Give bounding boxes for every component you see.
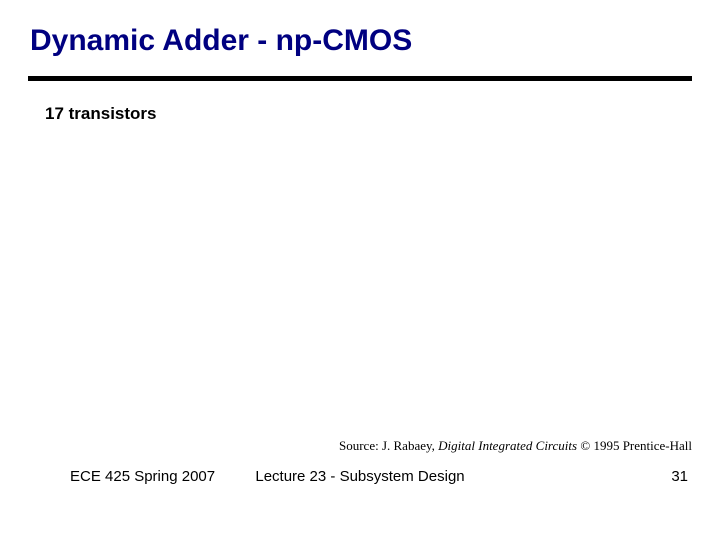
- footer: ECE 425 Spring 2007 Lecture 23 - Subsyst…: [0, 468, 720, 492]
- source-citation: Source: J. Rabaey, Digital Integrated Ci…: [339, 438, 692, 454]
- footer-page-number: 31: [671, 468, 688, 485]
- source-suffix: © 1995 Prentice-Hall: [577, 438, 692, 453]
- source-book: Digital Integrated Circuits: [438, 438, 577, 453]
- footer-center: Lecture 23 - Subsystem Design: [0, 468, 720, 485]
- subtitle: 17 transistors: [45, 104, 157, 124]
- source-prefix: Source: J. Rabaey,: [339, 438, 438, 453]
- title-divider: [28, 76, 692, 81]
- slide-title: Dynamic Adder - np-CMOS: [30, 24, 412, 58]
- slide: Dynamic Adder - np-CMOS 17 transistors S…: [0, 0, 720, 540]
